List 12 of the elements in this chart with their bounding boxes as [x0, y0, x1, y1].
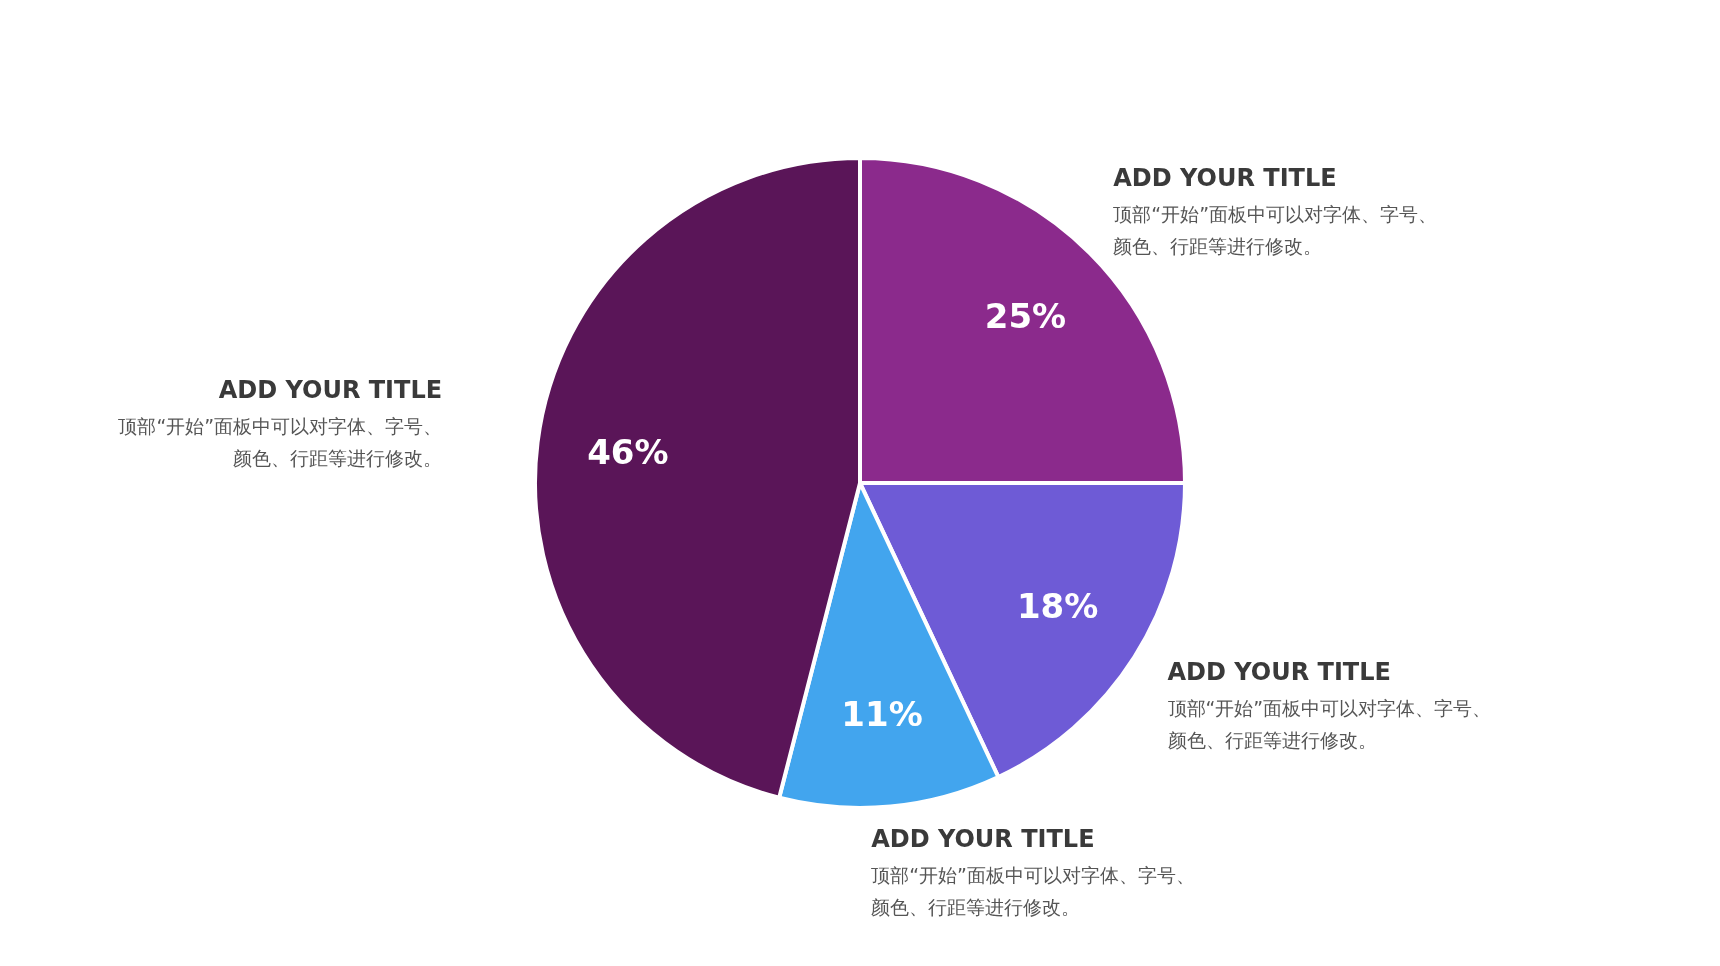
data-label: 11%	[841, 693, 923, 734]
text: 顶部“开始”面板中可以对字体、字号、颜色、行距等进行修改。	[117, 414, 443, 472]
slice-label: ADD YOUR TITLE	[1113, 163, 1338, 192]
text: 顶部“开始”面板中可以对字体、字号、颜色、行距等进行修改。	[1167, 695, 1493, 753]
slice-label: ADD YOUR TITLE	[871, 825, 1096, 854]
data-label: 18%	[1016, 586, 1099, 627]
text: 顶部“开始”面板中可以对字体、字号、颜色、行距等进行修改。	[871, 863, 1196, 921]
slice-label: ADD YOUR TITLE	[1167, 657, 1392, 686]
data-label: 25%	[984, 295, 1067, 336]
slice-label: ADD YOUR TITLE	[217, 376, 443, 405]
data-label: 46%	[587, 431, 669, 472]
text: 顶部“开始”面板中可以对字体、字号、颜色、行距等进行修改。	[1113, 201, 1438, 259]
